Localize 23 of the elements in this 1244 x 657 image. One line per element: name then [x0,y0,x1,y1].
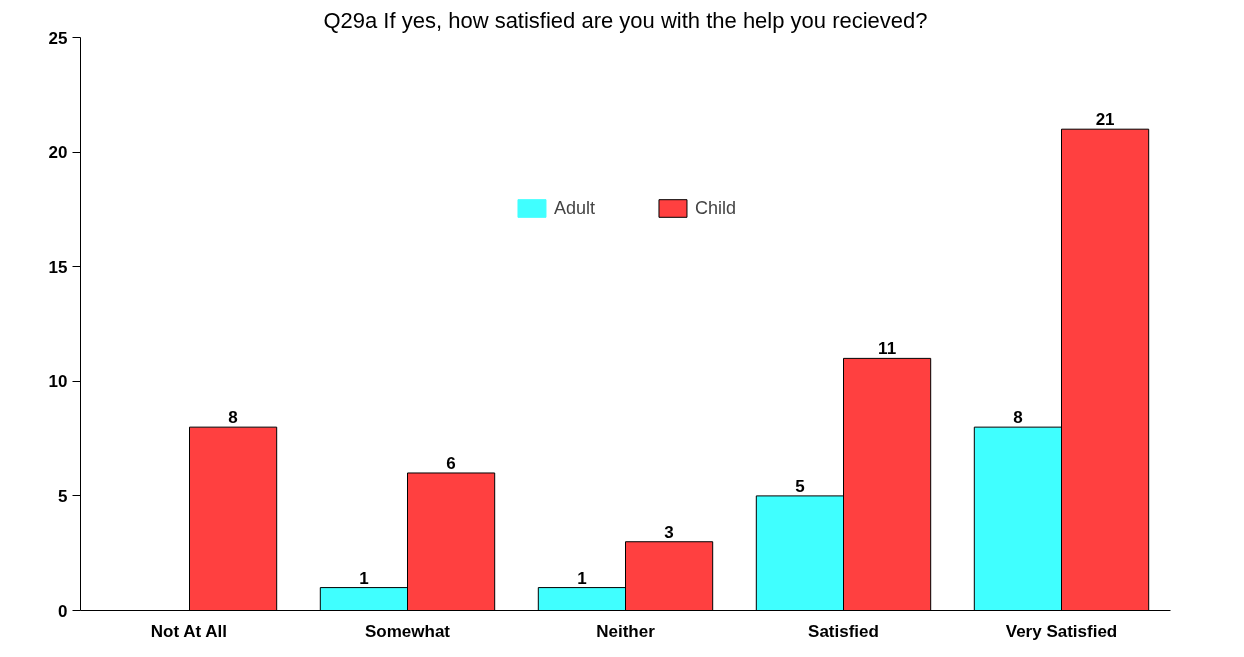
y-tick-label: 20 [48,143,68,163]
x-tick-label: Satisfied [808,621,879,641]
x-tick-label: Neither [596,621,656,641]
data-label: 6 [446,453,456,473]
data-label: 1 [359,568,369,588]
legend-label: Child [695,197,737,219]
x-tick-label: Very Satisfied [1005,621,1118,641]
data-label: 3 [664,522,674,542]
data-label: 11 [878,339,897,359]
x-tick-label: Somewhat [364,621,451,641]
data-label: 5 [795,476,805,496]
data-label: 8 [1013,408,1023,428]
y-tick-label: 0 [58,601,68,621]
y-tick-label: 15 [48,257,68,277]
legend-label: Adult [553,197,595,219]
y-tick-label: 25 [48,28,68,48]
data-label: 21 [1095,110,1115,130]
data-label: 1 [577,568,587,588]
chart-title: Q29a If yes, how satisfied are you with the help you recieved? [323,7,928,33]
y-tick-label: 5 [58,486,68,506]
y-tick-label: 10 [48,372,68,392]
x-tick-label: Not At All [150,621,227,641]
data-label: 8 [228,408,238,428]
